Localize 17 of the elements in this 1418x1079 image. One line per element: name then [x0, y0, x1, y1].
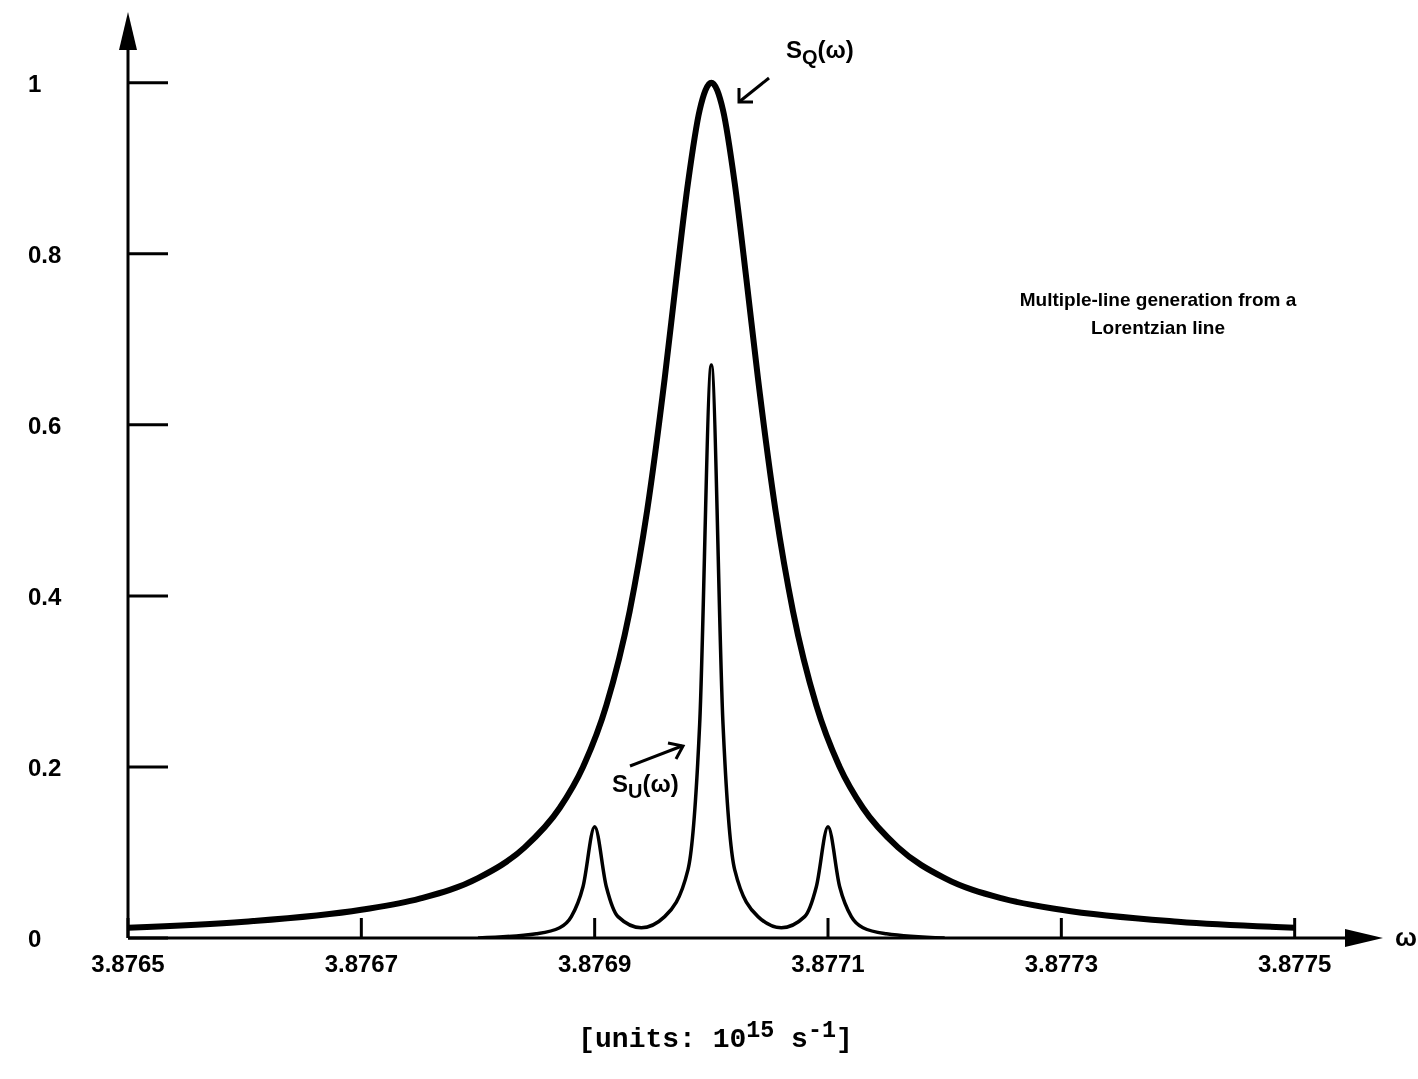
- x-tick-label: 3.8765: [91, 950, 165, 977]
- text: ω: [1395, 922, 1417, 953]
- x-tick-label: 3.8769: [557, 950, 632, 977]
- y-tick-label: 0: [28, 925, 42, 952]
- legend-label: S$_{U}$(ω): [612, 770, 679, 803]
- text: S$_{Q}$(ω): [786, 36, 854, 69]
- y-tick-label: 0.2: [28, 753, 62, 781]
- x-axis-title: [units: 10$^{15}$ s$^{-1}$]: [577, 1018, 854, 1056]
- x-tick-label: 3.8773: [1024, 950, 1099, 977]
- y-tick-label: 0.4: [28, 582, 63, 610]
- text: Multiple-line generation from a Lorentzian line: [1018, 288, 1298, 340]
- y-tick-label: 0.8: [28, 240, 62, 268]
- x-tick-label: 3.8775: [1257, 950, 1332, 977]
- x-tick-label: 3.8767: [324, 950, 399, 977]
- y-tick-label: 1: [28, 69, 42, 97]
- y-tick-label: 0.6: [28, 411, 62, 439]
- x-tick-label: 3.8771: [791, 950, 865, 977]
